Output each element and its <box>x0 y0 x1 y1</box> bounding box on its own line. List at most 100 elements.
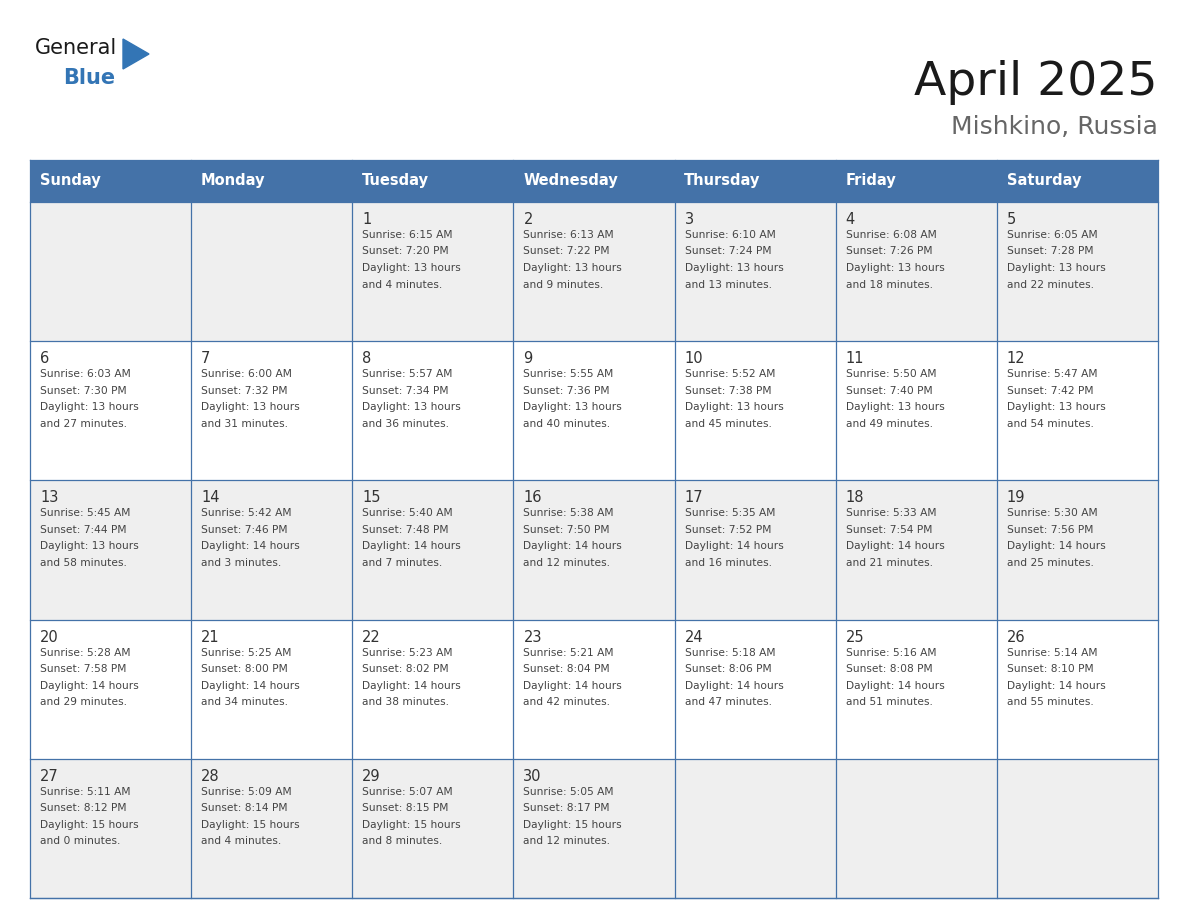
Bar <box>513 160 675 202</box>
Bar <box>835 160 997 202</box>
Bar <box>997 620 1158 759</box>
Text: and 21 minutes.: and 21 minutes. <box>846 558 933 568</box>
Text: 7: 7 <box>201 352 210 366</box>
Bar <box>675 480 835 620</box>
Polygon shape <box>124 39 148 69</box>
Text: Sunrise: 6:10 AM: Sunrise: 6:10 AM <box>684 230 776 240</box>
Text: Sunset: 8:04 PM: Sunset: 8:04 PM <box>524 664 611 674</box>
Text: Daylight: 14 hours: Daylight: 14 hours <box>1007 680 1106 690</box>
Text: Sunset: 8:00 PM: Sunset: 8:00 PM <box>201 664 287 674</box>
Text: Daylight: 13 hours: Daylight: 13 hours <box>362 263 461 273</box>
Bar <box>835 620 997 759</box>
Text: and 27 minutes.: and 27 minutes. <box>40 419 127 429</box>
Text: 15: 15 <box>362 490 381 506</box>
Text: Daylight: 15 hours: Daylight: 15 hours <box>201 820 299 830</box>
Text: Sunset: 7:32 PM: Sunset: 7:32 PM <box>201 386 287 396</box>
Text: 21: 21 <box>201 630 220 644</box>
Text: and 58 minutes.: and 58 minutes. <box>40 558 127 568</box>
Text: and 3 minutes.: and 3 minutes. <box>201 558 282 568</box>
Text: 5: 5 <box>1007 212 1016 227</box>
Text: Daylight: 15 hours: Daylight: 15 hours <box>362 820 461 830</box>
Text: Sunrise: 5:45 AM: Sunrise: 5:45 AM <box>40 509 131 519</box>
Text: Sunset: 7:46 PM: Sunset: 7:46 PM <box>201 525 287 535</box>
Text: 26: 26 <box>1007 630 1025 644</box>
Text: Sunrise: 5:18 AM: Sunrise: 5:18 AM <box>684 647 775 657</box>
Text: and 55 minutes.: and 55 minutes. <box>1007 697 1094 707</box>
Text: Sunrise: 6:03 AM: Sunrise: 6:03 AM <box>40 369 131 379</box>
Text: Wednesday: Wednesday <box>523 174 618 188</box>
Bar <box>191 620 353 759</box>
Text: and 0 minutes.: and 0 minutes. <box>40 836 120 846</box>
Text: Sunrise: 5:30 AM: Sunrise: 5:30 AM <box>1007 509 1098 519</box>
Text: Sunset: 7:40 PM: Sunset: 7:40 PM <box>846 386 933 396</box>
Text: Daylight: 13 hours: Daylight: 13 hours <box>362 402 461 412</box>
Text: and 12 minutes.: and 12 minutes. <box>524 836 611 846</box>
Text: and 29 minutes.: and 29 minutes. <box>40 697 127 707</box>
Text: Daylight: 14 hours: Daylight: 14 hours <box>684 680 783 690</box>
Text: Daylight: 14 hours: Daylight: 14 hours <box>524 542 623 552</box>
Bar <box>513 202 675 341</box>
Text: Daylight: 14 hours: Daylight: 14 hours <box>201 542 299 552</box>
Text: Sunset: 7:30 PM: Sunset: 7:30 PM <box>40 386 127 396</box>
Bar <box>353 202 513 341</box>
Text: Thursday: Thursday <box>684 174 760 188</box>
Bar <box>191 480 353 620</box>
Text: Sunrise: 5:52 AM: Sunrise: 5:52 AM <box>684 369 775 379</box>
Text: Sunset: 8:10 PM: Sunset: 8:10 PM <box>1007 664 1093 674</box>
Text: 19: 19 <box>1007 490 1025 506</box>
Bar <box>835 202 997 341</box>
Text: Sunset: 7:24 PM: Sunset: 7:24 PM <box>684 247 771 256</box>
Text: 29: 29 <box>362 768 381 784</box>
Bar <box>353 759 513 898</box>
Text: Sunset: 7:20 PM: Sunset: 7:20 PM <box>362 247 449 256</box>
Text: Daylight: 13 hours: Daylight: 13 hours <box>684 263 783 273</box>
Text: 6: 6 <box>40 352 49 366</box>
Text: 25: 25 <box>846 630 865 644</box>
Text: Daylight: 13 hours: Daylight: 13 hours <box>846 402 944 412</box>
Text: Tuesday: Tuesday <box>362 174 429 188</box>
Text: and 16 minutes.: and 16 minutes. <box>684 558 771 568</box>
Text: and 18 minutes.: and 18 minutes. <box>846 279 933 289</box>
Text: Sunrise: 5:14 AM: Sunrise: 5:14 AM <box>1007 647 1098 657</box>
Bar <box>30 759 191 898</box>
Text: Sunrise: 5:25 AM: Sunrise: 5:25 AM <box>201 647 291 657</box>
Text: 23: 23 <box>524 630 542 644</box>
Bar <box>675 759 835 898</box>
Text: Sunrise: 5:09 AM: Sunrise: 5:09 AM <box>201 787 292 797</box>
Text: Sunset: 7:42 PM: Sunset: 7:42 PM <box>1007 386 1093 396</box>
Bar <box>353 480 513 620</box>
Text: Sunset: 7:38 PM: Sunset: 7:38 PM <box>684 386 771 396</box>
Bar <box>835 759 997 898</box>
Text: Daylight: 14 hours: Daylight: 14 hours <box>684 542 783 552</box>
Text: and 4 minutes.: and 4 minutes. <box>201 836 282 846</box>
Text: Daylight: 14 hours: Daylight: 14 hours <box>40 680 139 690</box>
Text: Sunset: 7:56 PM: Sunset: 7:56 PM <box>1007 525 1093 535</box>
Text: Daylight: 14 hours: Daylight: 14 hours <box>362 680 461 690</box>
Text: Monday: Monday <box>201 174 265 188</box>
Text: and 34 minutes.: and 34 minutes. <box>201 697 289 707</box>
Text: General: General <box>34 38 118 58</box>
Bar <box>191 202 353 341</box>
Text: Sunrise: 5:42 AM: Sunrise: 5:42 AM <box>201 509 291 519</box>
Text: Sunrise: 5:40 AM: Sunrise: 5:40 AM <box>362 509 453 519</box>
Text: Sunrise: 5:57 AM: Sunrise: 5:57 AM <box>362 369 453 379</box>
Text: 14: 14 <box>201 490 220 506</box>
Text: Daylight: 13 hours: Daylight: 13 hours <box>524 263 623 273</box>
Text: Daylight: 14 hours: Daylight: 14 hours <box>201 680 299 690</box>
Text: and 42 minutes.: and 42 minutes. <box>524 697 611 707</box>
Text: 18: 18 <box>846 490 864 506</box>
Text: Sunset: 8:08 PM: Sunset: 8:08 PM <box>846 664 933 674</box>
Text: Sunrise: 5:38 AM: Sunrise: 5:38 AM <box>524 509 614 519</box>
Text: Daylight: 14 hours: Daylight: 14 hours <box>362 542 461 552</box>
Text: 4: 4 <box>846 212 855 227</box>
Bar <box>191 341 353 480</box>
Text: Sunset: 8:02 PM: Sunset: 8:02 PM <box>362 664 449 674</box>
Bar <box>353 620 513 759</box>
Text: April 2025: April 2025 <box>915 60 1158 105</box>
Text: Daylight: 13 hours: Daylight: 13 hours <box>40 402 139 412</box>
Text: Sunrise: 6:05 AM: Sunrise: 6:05 AM <box>1007 230 1098 240</box>
Text: Daylight: 13 hours: Daylight: 13 hours <box>1007 263 1106 273</box>
Text: Daylight: 13 hours: Daylight: 13 hours <box>40 542 139 552</box>
Text: Sunset: 8:17 PM: Sunset: 8:17 PM <box>524 803 609 813</box>
Text: Sunrise: 5:55 AM: Sunrise: 5:55 AM <box>524 369 614 379</box>
